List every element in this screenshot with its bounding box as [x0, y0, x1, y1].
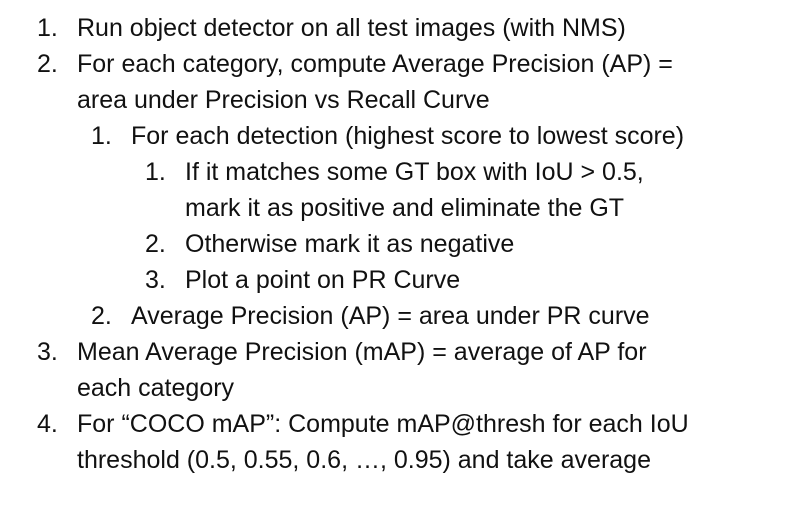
list-number: 1.	[91, 122, 112, 150]
list-item: 1. Run object detector on all test image…	[0, 10, 805, 46]
list-text: For each category, compute Average Preci…	[77, 50, 673, 78]
list-item: 1. For each detection (highest score to …	[0, 118, 805, 154]
list-item: 2. For each category, compute Average Pr…	[0, 46, 805, 118]
list-item: 3. Plot a point on PR Curve	[0, 262, 805, 298]
list-text-continued: area under Precision vs Recall Curve	[77, 86, 490, 114]
list-text: For “COCO mAP”: Compute mAP@thresh for e…	[77, 410, 689, 438]
list-text: Otherwise mark it as negative	[185, 230, 515, 258]
list-number: 2.	[37, 50, 58, 78]
list-item: 2. Otherwise mark it as negative	[0, 226, 805, 262]
list-text: Run object detector on all test images (…	[77, 14, 626, 42]
list-text: For each detection (highest score to low…	[131, 122, 685, 150]
list-text: Average Precision (AP) = area under PR c…	[131, 302, 650, 330]
list-number: 4.	[37, 410, 58, 438]
list-number: 1.	[145, 158, 166, 186]
list-text-continued: threshold (0.5, 0.55, 0.6, …, 0.95) and …	[77, 446, 651, 474]
list-number: 3.	[37, 338, 58, 366]
list-item: 2. Average Precision (AP) = area under P…	[0, 298, 805, 334]
list-number: 2.	[91, 302, 112, 330]
list-number: 3.	[145, 266, 166, 294]
list-number: 1.	[37, 14, 58, 42]
list-text-continued: each category	[77, 374, 235, 402]
list-item: 4. For “COCO mAP”: Compute mAP@thresh fo…	[0, 406, 805, 478]
list-text: Mean Average Precision (mAP) = average o…	[77, 338, 647, 366]
list-text-continued: mark it as positive and eliminate the GT	[185, 194, 625, 222]
list-text: If it matches some GT box with IoU > 0.5…	[185, 158, 644, 186]
list-number: 2.	[145, 230, 166, 258]
list-text: Plot a point on PR Curve	[185, 266, 461, 294]
slide-content: 1. Run object detector on all test image…	[0, 10, 805, 505]
list-item: 3. Mean Average Precision (mAP) = averag…	[0, 334, 805, 406]
list-item: 1. If it matches some GT box with IoU > …	[0, 154, 805, 226]
